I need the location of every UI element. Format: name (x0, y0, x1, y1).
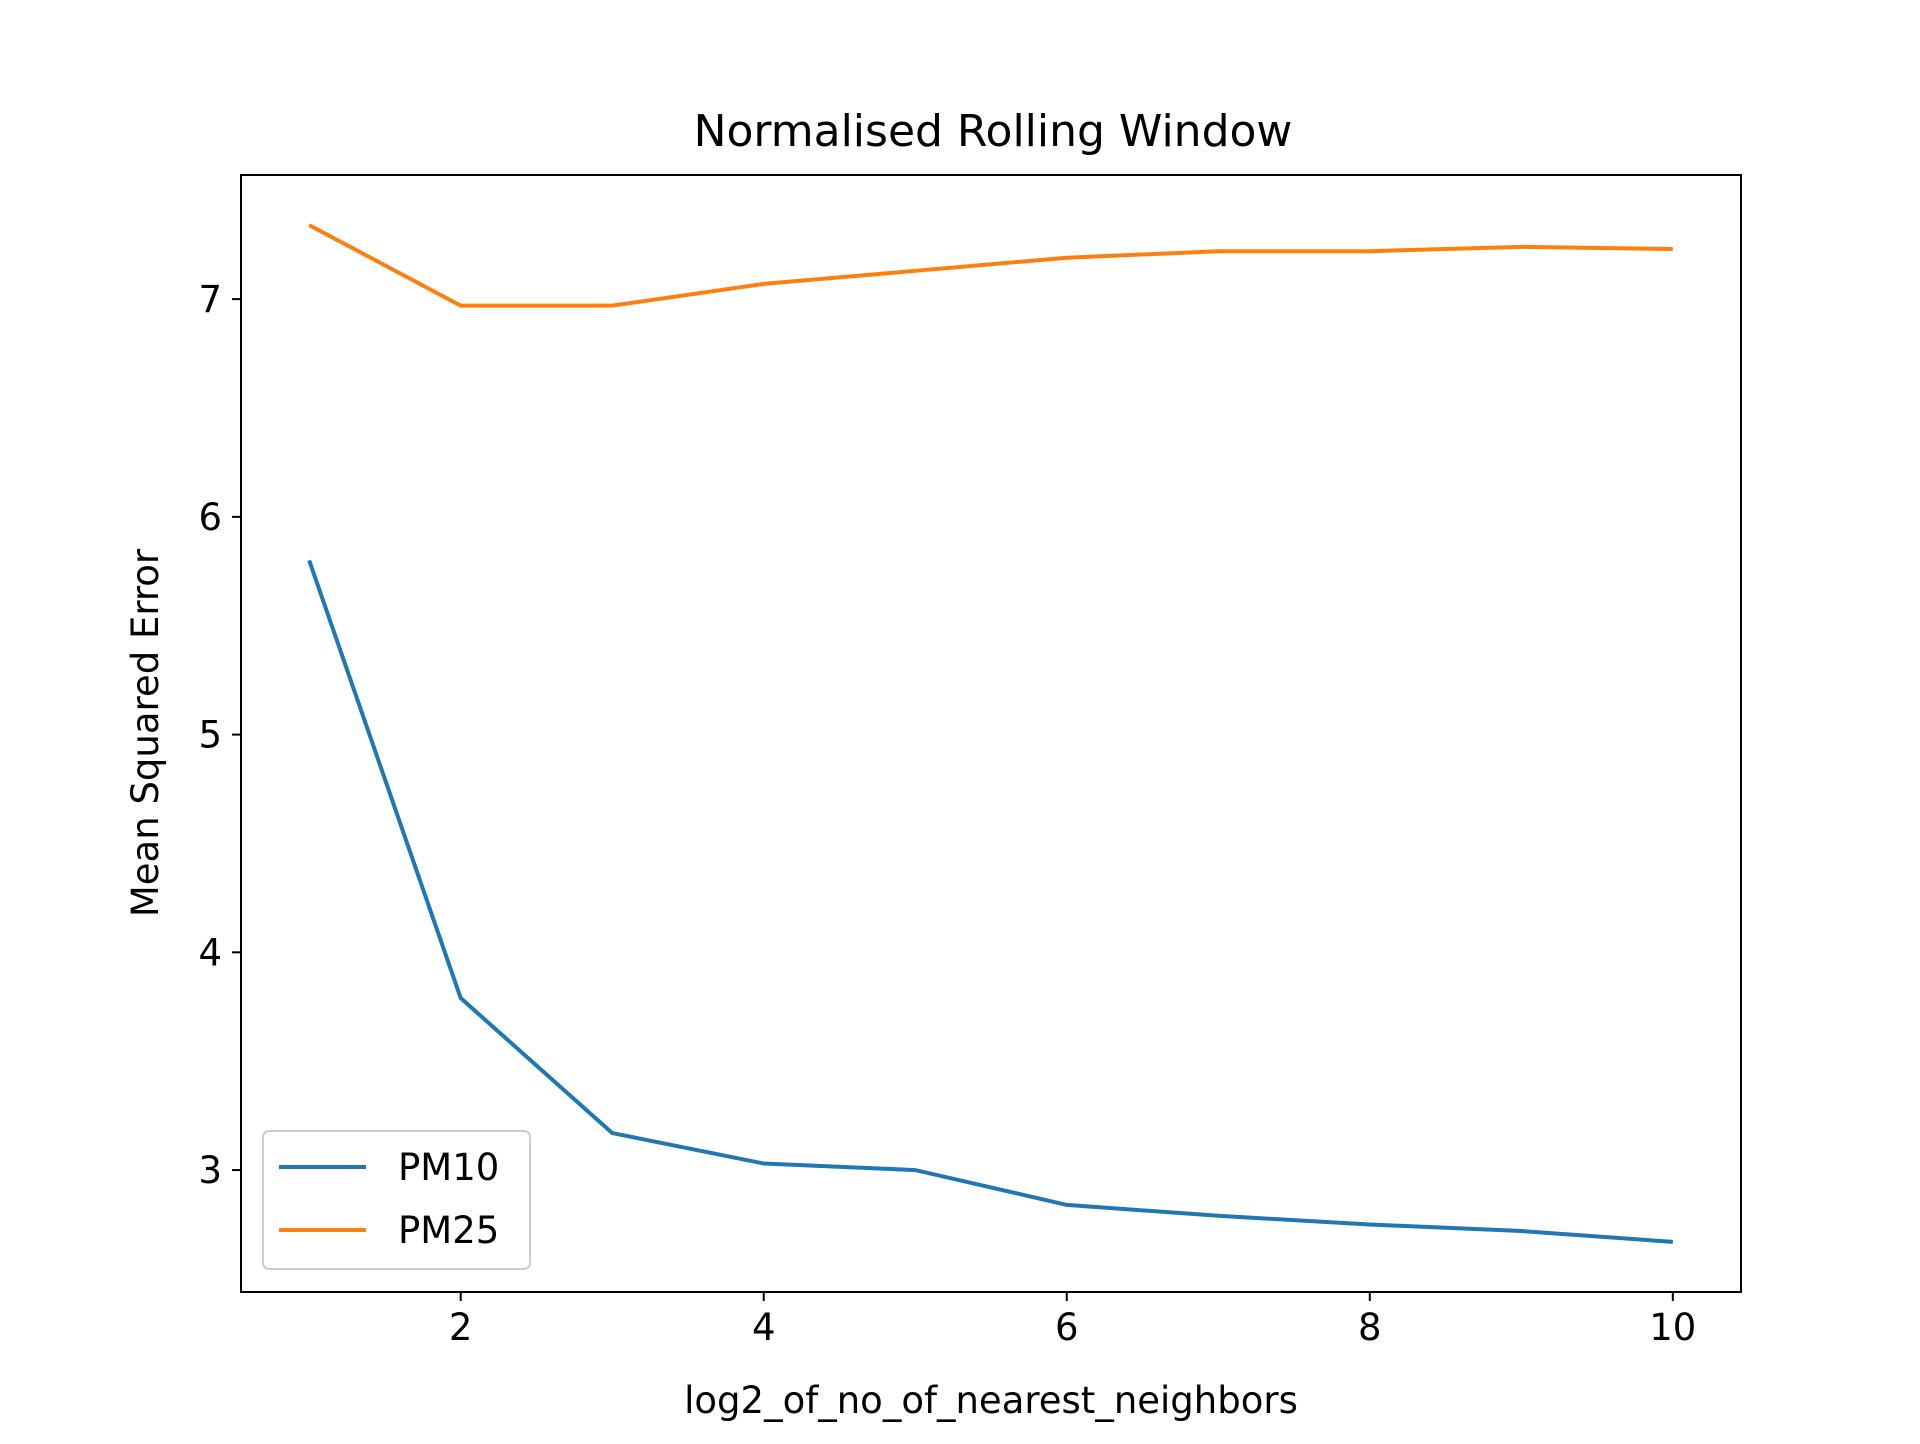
y-tick-label-6: 6 (198, 496, 222, 539)
y-tick-label-3: 3 (198, 1149, 222, 1192)
x-tick-label-10: 10 (1649, 1306, 1696, 1349)
y-axis-label: Mean Squared Error (124, 548, 167, 917)
x-tick-label-8: 8 (1358, 1306, 1382, 1349)
legend: PM10 PM25 (263, 1131, 530, 1269)
x-tick-label-4: 4 (752, 1306, 776, 1349)
y-tick-label-5: 5 (198, 714, 222, 757)
x-tick-label-2: 2 (449, 1306, 473, 1349)
x-tick-label-6: 6 (1055, 1306, 1079, 1349)
chart-title: Normalised Rolling Window (694, 106, 1293, 157)
y-tick-label-4: 4 (198, 931, 222, 974)
x-axis-label: log2_of_no_of_nearest_neighbors (684, 1379, 1298, 1422)
y-tick-label-7: 7 (198, 278, 222, 321)
legend-label-pm25: PM25 (398, 1209, 499, 1252)
legend-label-pm10: PM10 (398, 1146, 499, 1189)
